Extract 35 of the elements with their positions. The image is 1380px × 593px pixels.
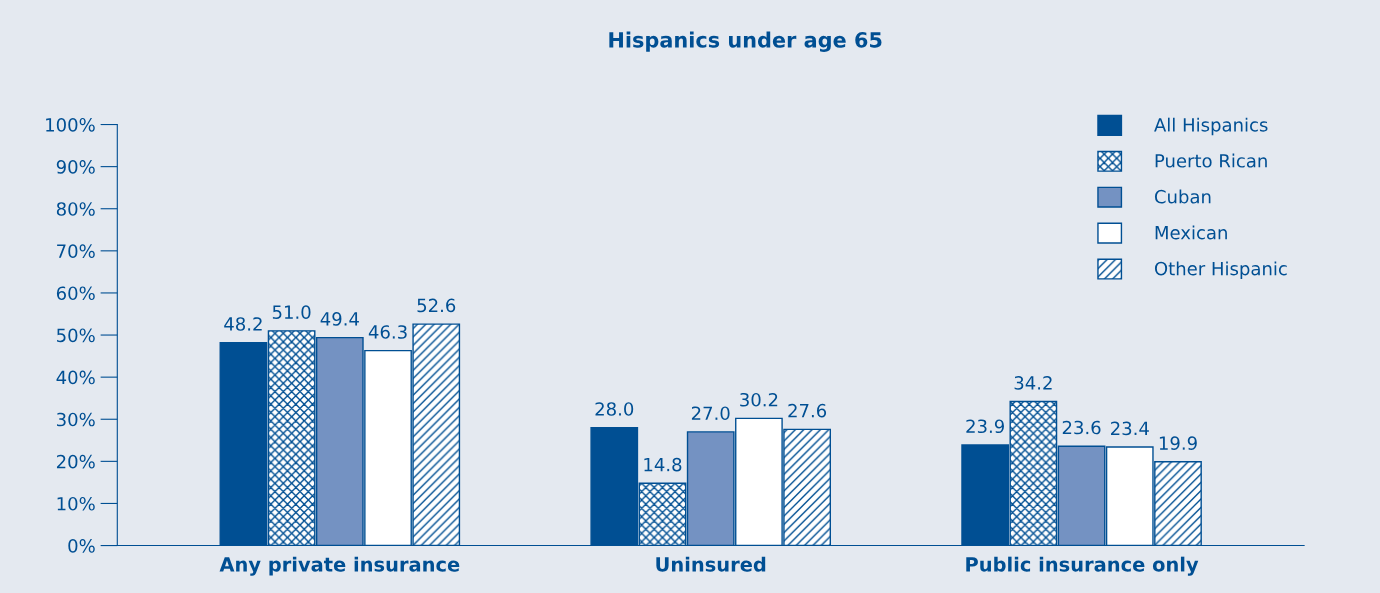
y-tick-label: 70%	[57, 244, 95, 258]
data-label: 14.8	[644, 457, 682, 472]
legend-label: All Hispanics	[1154, 117, 1268, 136]
data-label: 51.0	[272, 305, 311, 319]
x-tick-label: Public insurance only	[966, 556, 1199, 576]
y-tick-label: 80%	[56, 202, 95, 216]
y-tick-label: 100%	[46, 117, 95, 132]
data-label: 23.6	[1062, 420, 1101, 435]
legend-label: Cuban	[1154, 189, 1211, 204]
y-tick-label: 30%	[57, 412, 95, 427]
legend-label: Puerto Rican	[1155, 153, 1267, 168]
y-tick-label: 20%	[56, 454, 95, 469]
data-label: 19.9	[1159, 436, 1197, 450]
data-label: 27.6	[788, 403, 827, 418]
x-tick-label: Uninsured	[656, 556, 766, 572]
x-tick-label: Any private insurance	[219, 556, 460, 576]
chart-title: Hispanics under age 65	[609, 31, 882, 52]
data-label: 49.4	[320, 312, 359, 326]
data-label: 34.2	[1014, 376, 1052, 390]
data-label: 30.2	[740, 392, 778, 407]
legend-label: Mexican	[1155, 225, 1227, 240]
data-label: 23.4	[1111, 421, 1149, 436]
legend-label: Other Hispanic	[1154, 261, 1287, 279]
data-label: 46.3	[368, 325, 407, 339]
data-label: 27.0	[691, 406, 730, 421]
data-label: 52.6	[417, 298, 456, 313]
y-tick-label: 10%	[57, 496, 95, 511]
y-tick-label: 90%	[56, 160, 95, 174]
y-tick-label: 40%	[56, 370, 95, 385]
data-label: 28.0	[595, 402, 634, 416]
data-label: 48.2	[224, 317, 262, 331]
data-label: 23.9	[966, 419, 1004, 434]
y-tick-label: 50%	[57, 328, 95, 343]
y-tick-label: 0%	[68, 539, 95, 553]
y-tick-label: 60%	[56, 286, 95, 301]
